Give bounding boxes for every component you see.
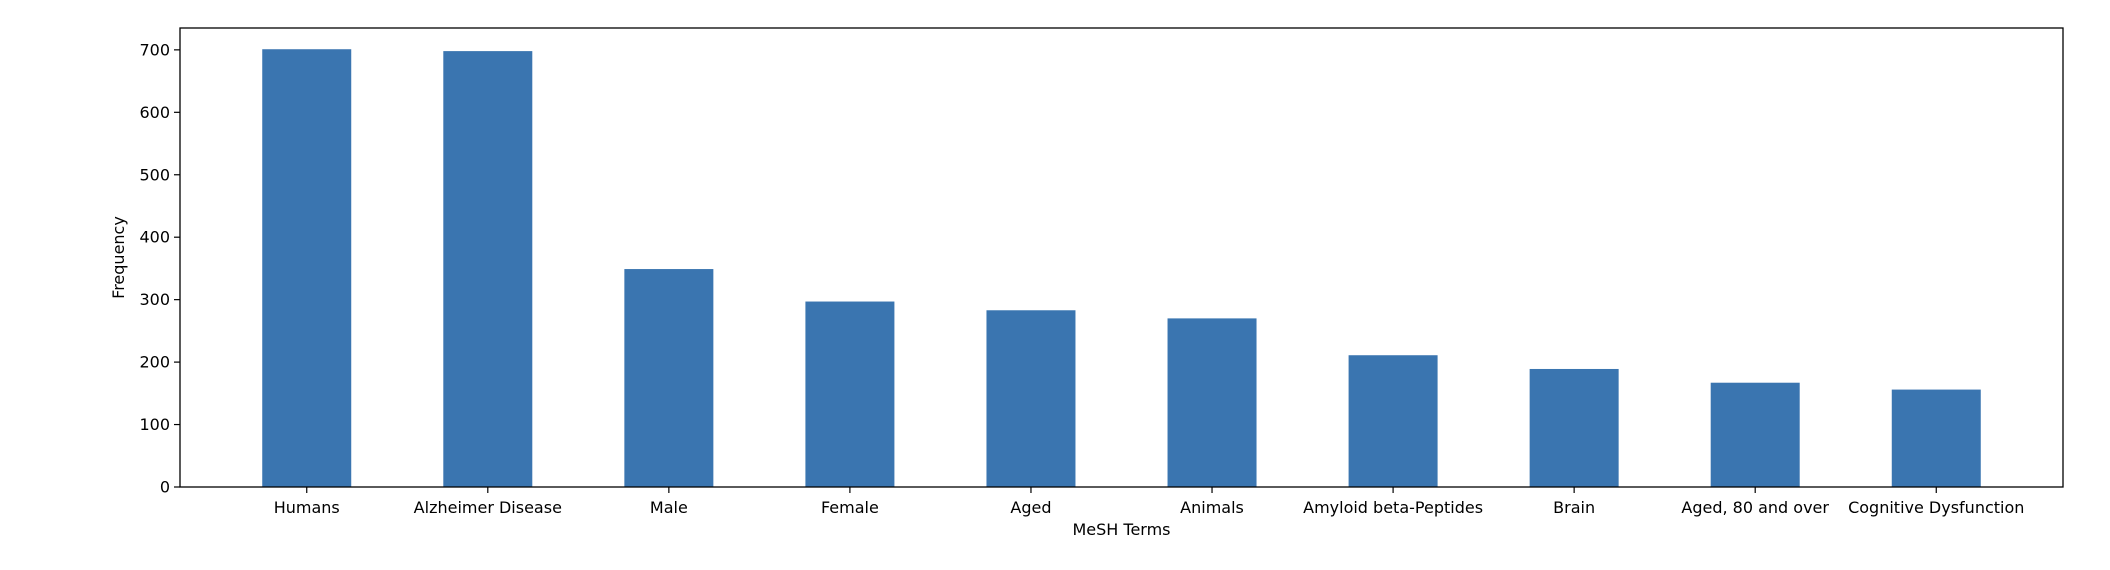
plot-frame — [179, 27, 2064, 488]
x-tick-label-1: Alzheimer Disease — [414, 498, 562, 517]
bar-7 — [1529, 368, 1619, 487]
x-tick-label-5: Animals — [1180, 498, 1244, 517]
y-tick-label-6: 600 — [139, 103, 170, 122]
y-tick-label-7: 700 — [139, 40, 170, 59]
y-tick-label-4: 400 — [139, 228, 170, 247]
bar-3 — [805, 301, 895, 487]
x-tick-label-0: Humans — [274, 498, 340, 517]
bar-9 — [1891, 389, 1981, 487]
y-tick-label-5: 500 — [139, 165, 170, 184]
y-tick-label-0: 0 — [160, 478, 170, 497]
y-tick-label-3: 300 — [139, 290, 170, 309]
bar-2 — [624, 269, 714, 487]
bar-0 — [262, 49, 352, 487]
bars-layer — [262, 49, 1981, 488]
x-axis-title: MeSH Terms — [1072, 520, 1170, 539]
y-tick-label-2: 200 — [139, 353, 170, 372]
x-tick-label-2: Male — [650, 498, 688, 517]
bar-5 — [1167, 318, 1257, 487]
x-tick-label-7: Brain — [1553, 498, 1595, 517]
y-tick-label-1: 100 — [139, 415, 170, 434]
x-tick-label-3: Female — [821, 498, 879, 517]
x-tick-label-6: Amyloid beta-Peptides — [1303, 498, 1483, 517]
x-tick-label-9: Cognitive Dysfunction — [1848, 498, 2024, 517]
y-axis: 0 100 200 300 400 500 600 700 — [139, 40, 180, 497]
bar-1 — [443, 51, 533, 488]
bar-8 — [1710, 382, 1800, 487]
x-tick-label-4: Aged — [1010, 498, 1051, 517]
x-axis: Humans Alzheimer Disease Male Female Aged Ani… — [274, 487, 2024, 517]
bar-4 — [986, 310, 1076, 487]
bar-6 — [1348, 355, 1438, 487]
y-axis-title: Frequency — [109, 216, 128, 299]
x-tick-label-8: Aged, 80 and over — [1681, 498, 1829, 517]
